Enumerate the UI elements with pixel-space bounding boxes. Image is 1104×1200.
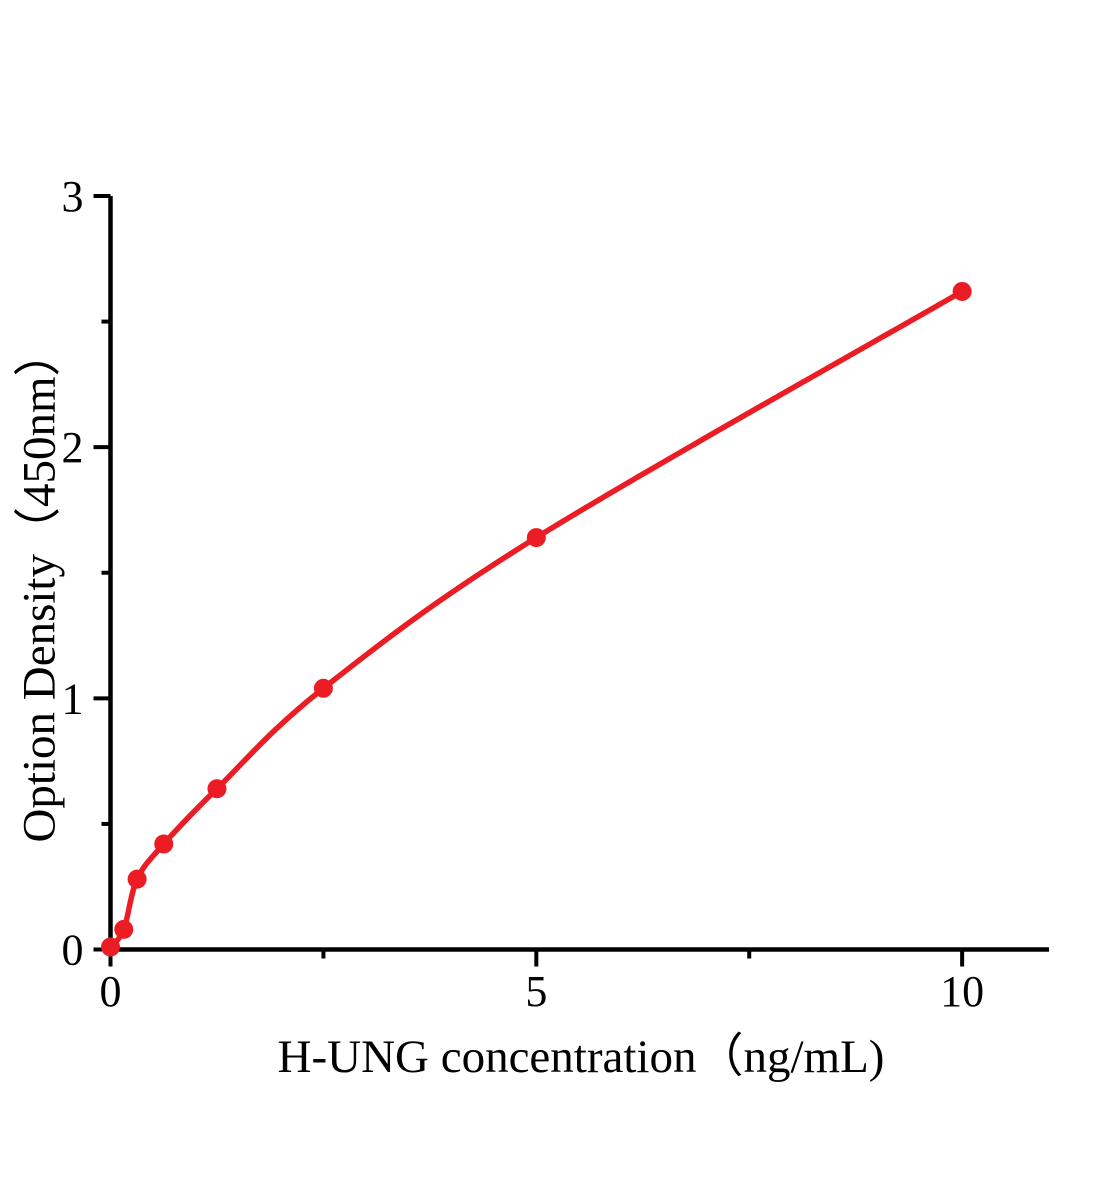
x-tick-label: 10 bbox=[940, 967, 984, 1016]
x-axis-title: H-UNG concentration（ng/mL) bbox=[277, 1031, 885, 1083]
x-tick-label: 5 bbox=[525, 967, 547, 1016]
y-tick-label: 2 bbox=[62, 423, 84, 472]
series-point bbox=[313, 678, 333, 698]
series-point bbox=[154, 834, 174, 854]
y-tick-label: 3 bbox=[62, 172, 84, 221]
y-tick-label: 1 bbox=[62, 674, 84, 723]
x-tick-label: 0 bbox=[100, 967, 122, 1016]
y-axis-title: Option Density（450nm） bbox=[13, 329, 66, 843]
series-point bbox=[101, 937, 120, 957]
series-curve bbox=[107, 288, 965, 950]
series-point bbox=[207, 779, 227, 799]
y-tick-label: 0 bbox=[62, 926, 84, 975]
series-point bbox=[114, 919, 134, 939]
series-point bbox=[127, 869, 147, 889]
series-point bbox=[952, 281, 972, 301]
series-point bbox=[526, 528, 546, 548]
